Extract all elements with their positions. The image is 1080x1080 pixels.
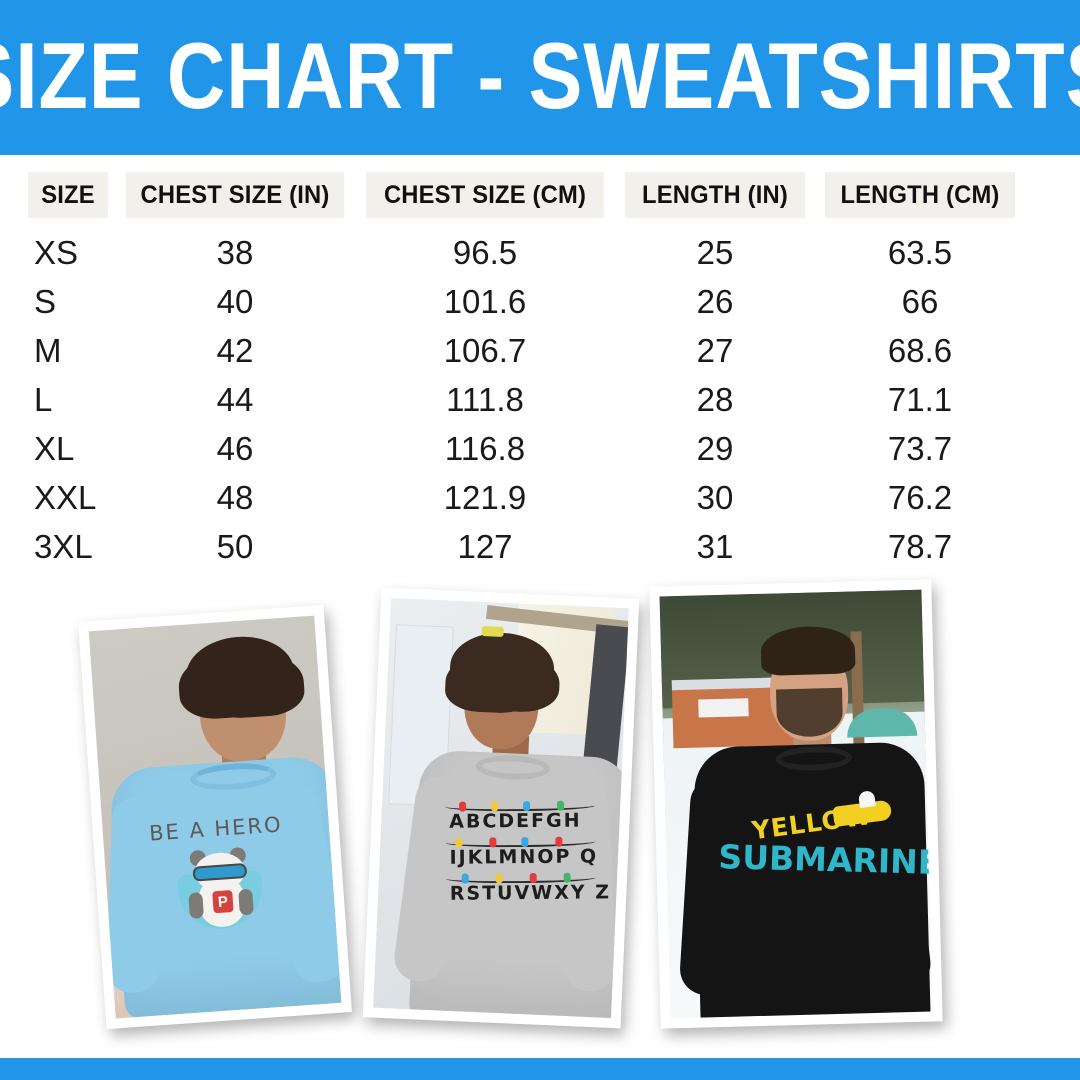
table-body: XS 38 96.5 25 63.5 S 40 101.6 26 66 M 42… bbox=[0, 228, 1080, 571]
table-row: XL 46 116.8 29 73.7 bbox=[26, 424, 1054, 473]
print-row: ABCDEFGH bbox=[445, 800, 599, 833]
hair-clip bbox=[481, 625, 504, 637]
photo-image: BE A HERO P bbox=[88, 615, 342, 1019]
bulb-icon bbox=[489, 837, 497, 848]
panda-arm-right bbox=[238, 888, 254, 916]
table-row: M 42 106.7 27 68.6 bbox=[26, 326, 1054, 375]
cell-length-cm: 71.1 bbox=[887, 380, 953, 418]
bulb-icon bbox=[557, 800, 565, 811]
bulb-icon bbox=[563, 872, 571, 883]
cell-length-in: 26 bbox=[696, 282, 734, 320]
cell-chest-in: 42 bbox=[216, 331, 254, 369]
cell-chest-cm: 121.9 bbox=[443, 478, 527, 516]
cell-chest-cm: 111.8 bbox=[446, 380, 524, 418]
cell-length-cm: 78.7 bbox=[887, 527, 953, 565]
photo-image: YELLOW SUBMARINE bbox=[659, 589, 933, 1019]
cell-size: XS bbox=[34, 233, 79, 271]
table-header-row: SIZE CHEST SIZE (IN) CHEST SIZE (CM) LEN… bbox=[0, 172, 1080, 218]
cell-length-in: 25 bbox=[696, 233, 734, 271]
bulb-icon bbox=[555, 836, 563, 847]
column-header-chest-in: CHEST SIZE (IN) bbox=[125, 172, 345, 218]
cell-length-cm: 68.6 bbox=[887, 331, 953, 369]
photo-card-black-yellow-submarine: YELLOW SUBMARINE bbox=[649, 579, 943, 1029]
cell-chest-in: 38 bbox=[216, 233, 254, 271]
print-row-text: RSTUVWXY Z bbox=[449, 881, 612, 905]
cell-chest-cm: 127 bbox=[457, 527, 513, 565]
cell-chest-cm: 96.5 bbox=[452, 233, 518, 271]
size-chart-table: SIZE CHEST SIZE (IN) CHEST SIZE (CM) LEN… bbox=[0, 172, 1080, 571]
cell-chest-cm: 116.8 bbox=[444, 429, 526, 467]
cell-length-in: 31 bbox=[696, 527, 734, 565]
cell-size: 3XL bbox=[34, 527, 93, 565]
page-title: SIZE CHART - SWEATSHIRTS bbox=[0, 22, 1080, 128]
bulb-icon bbox=[459, 801, 467, 812]
cell-length-in: 30 bbox=[696, 478, 734, 516]
sweatshirt-print: YELLOW SUBMARINE bbox=[717, 790, 933, 882]
cell-length-in: 27 bbox=[696, 331, 734, 369]
print-line-submarine: SUBMARINE bbox=[717, 837, 933, 882]
cell-size: XXL bbox=[34, 478, 97, 516]
photo-card-blue-be-a-hero: BE A HERO P bbox=[78, 604, 352, 1030]
cell-chest-in: 50 bbox=[216, 527, 254, 565]
cell-length-cm: 63.5 bbox=[887, 233, 953, 271]
cell-chest-in: 48 bbox=[216, 478, 254, 516]
photo-image: ABCDEFGH IJKLMNOP Q RSTUVWXY Z bbox=[373, 598, 629, 1018]
cell-length-cm: 73.7 bbox=[887, 429, 953, 467]
bulb-icon bbox=[455, 837, 463, 848]
cell-size: S bbox=[34, 282, 57, 320]
photo-collage: BE A HERO P bbox=[0, 575, 1080, 1045]
photo-card-grey-alphabet: ABCDEFGH IJKLMNOP Q RSTUVWXY Z bbox=[362, 587, 640, 1029]
table-row: L 44 111.8 28 71.1 bbox=[26, 375, 1054, 424]
sweatshirt-print: BE A HERO P bbox=[135, 811, 303, 938]
cell-chest-cm: 101.6 bbox=[443, 282, 527, 320]
model-hair bbox=[183, 633, 297, 715]
panda-chest-badge: P bbox=[212, 889, 234, 914]
footer-band bbox=[0, 1058, 1080, 1080]
bulb-icon bbox=[495, 873, 503, 884]
print-row-text: IJKLMNOP Q bbox=[449, 845, 599, 869]
cell-chest-in: 44 bbox=[216, 380, 254, 418]
bulb-icon bbox=[491, 801, 499, 812]
bulb-icon bbox=[529, 872, 537, 884]
cell-length-cm: 66 bbox=[901, 282, 939, 320]
table-row: S 40 101.6 26 66 bbox=[26, 277, 1054, 326]
panda-arm-left bbox=[188, 892, 205, 919]
table-row: XS 38 96.5 25 63.5 bbox=[26, 228, 1054, 277]
cell-length-in: 29 bbox=[696, 429, 734, 467]
cell-size: L bbox=[34, 380, 53, 418]
print-row: IJKLMNOP Q bbox=[445, 836, 599, 869]
cell-size: M bbox=[34, 331, 62, 369]
column-header-chest-cm: CHEST SIZE (CM) bbox=[366, 172, 604, 218]
column-header-length-in: LENGTH (IN) bbox=[624, 172, 806, 218]
column-header-length-cm: LENGTH (CM) bbox=[825, 172, 1015, 218]
table-row: 3XL 50 127 31 78.7 bbox=[26, 522, 1054, 571]
bulb-icon bbox=[521, 837, 529, 848]
cell-chest-in: 46 bbox=[216, 429, 254, 467]
cell-length-in: 28 bbox=[696, 380, 734, 418]
bulb-icon bbox=[461, 873, 469, 884]
panda-hero-icon: P bbox=[171, 844, 269, 936]
print-row: RSTUVWXY Z bbox=[445, 872, 611, 905]
cell-chest-cm: 106.7 bbox=[443, 331, 527, 369]
sweatshirt-print: ABCDEFGH IJKLMNOP Q RSTUVWXY Z bbox=[445, 800, 611, 918]
cell-length-cm: 76.2 bbox=[887, 478, 953, 516]
table-row: XXL 48 121.9 30 76.2 bbox=[26, 473, 1054, 522]
header-band: SIZE CHART - SWEATSHIRTS bbox=[0, 0, 1080, 155]
model-hair bbox=[760, 625, 856, 676]
bulb-icon bbox=[523, 801, 531, 812]
cell-chest-in: 40 bbox=[216, 282, 254, 320]
print-row-text: ABCDEFGH bbox=[449, 809, 582, 833]
background-sign bbox=[698, 698, 749, 718]
cell-size: XL bbox=[34, 429, 75, 467]
column-header-size: SIZE bbox=[28, 172, 108, 218]
